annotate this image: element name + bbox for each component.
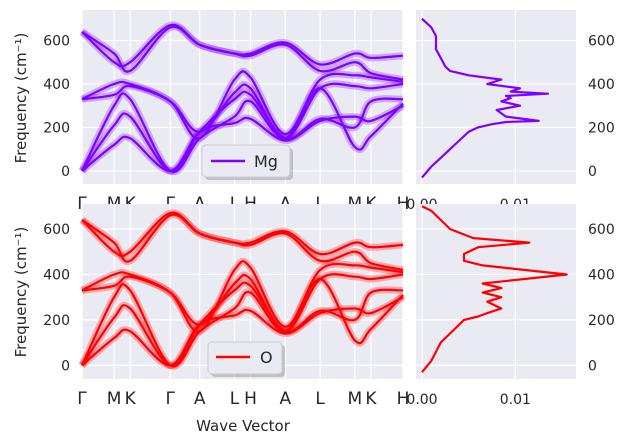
y-tick-labels-right: 0 200 400 600 [588, 222, 615, 374]
y-tick-label: 0 [61, 164, 70, 180]
y-tick-label: 200 [588, 313, 615, 329]
high-symmetry-label: L [230, 389, 240, 409]
high-symmetry-label: L [315, 389, 325, 409]
band-line [81, 104, 404, 172]
y-tick-label: 400 [43, 267, 70, 283]
dos-curve [421, 205, 568, 373]
y-tick-label: 200 [43, 313, 70, 329]
y-tick-labels: 0 200 400 600 [43, 33, 70, 180]
y-tick-label: 400 [588, 77, 615, 93]
dos-line [421, 17, 550, 179]
high-symmetry-label: H [397, 389, 410, 409]
y-tick-label: 600 [43, 222, 70, 238]
dos-curve [421, 17, 550, 179]
x-tick-label: 0.01 [500, 392, 531, 408]
y-tick-label: 600 [588, 222, 615, 238]
band-line [81, 260, 404, 333]
band-line [81, 273, 404, 333]
band-line [81, 87, 404, 173]
y-tick-label: 0 [61, 358, 70, 374]
y-tick-label: 200 [43, 120, 70, 136]
high-symmetry-label: H [244, 389, 257, 409]
legend: Mg [201, 144, 293, 180]
band-line [81, 211, 404, 258]
high-symmetry-label: Γ [77, 389, 87, 409]
y-tick-label: 400 [588, 267, 615, 283]
y-tick-label: 400 [43, 77, 70, 93]
high-symmetry-label: K [365, 389, 377, 409]
x-tick-label: 0.00 [406, 392, 437, 408]
high-symmetry-label: M [107, 389, 122, 409]
y-axis-label: Frequency (cm⁻¹) [12, 227, 30, 358]
band-line [81, 277, 404, 368]
y-tick-label: 600 [588, 33, 615, 49]
y-tick-label: 200 [588, 120, 615, 136]
grid-lines [416, 204, 576, 379]
high-symmetry-label: Γ [166, 389, 176, 409]
legend-label: O [260, 348, 273, 367]
legend-label: Mg [254, 152, 278, 171]
high-symmetry-label: A [194, 389, 206, 409]
x-axis-label: Wave Vector [196, 417, 291, 435]
high-symmetry-label: K [125, 389, 137, 409]
x-tick-labels: 0.00 0.01 [406, 392, 531, 408]
legend-box [201, 144, 291, 178]
legend: O [207, 341, 285, 377]
grid-lines [416, 10, 576, 184]
high-symmetry-label: A [279, 389, 291, 409]
band-line [81, 23, 404, 68]
band-line [81, 70, 404, 140]
panel-dos-o: 0 200 400 600 0.00 0.01 [406, 204, 615, 408]
y-axis-label: Frequency (cm⁻¹) [12, 33, 30, 164]
band-line [81, 90, 404, 173]
y-tick-label: 0 [588, 358, 597, 374]
band-line [81, 82, 404, 140]
band-lines [78, 21, 406, 176]
y-tick-labels: 0 200 400 600 [43, 222, 70, 374]
panel-background [416, 204, 576, 379]
band-line [81, 213, 404, 271]
band-line [81, 296, 404, 367]
band-line [81, 281, 404, 367]
y-tick-labels-right: 0 200 400 600 [588, 33, 615, 180]
high-symmetry-label: M [348, 389, 363, 409]
y-tick-label: 0 [588, 164, 597, 180]
dos-line [421, 205, 568, 373]
y-tick-label: 600 [43, 33, 70, 49]
band-lines [78, 209, 406, 370]
